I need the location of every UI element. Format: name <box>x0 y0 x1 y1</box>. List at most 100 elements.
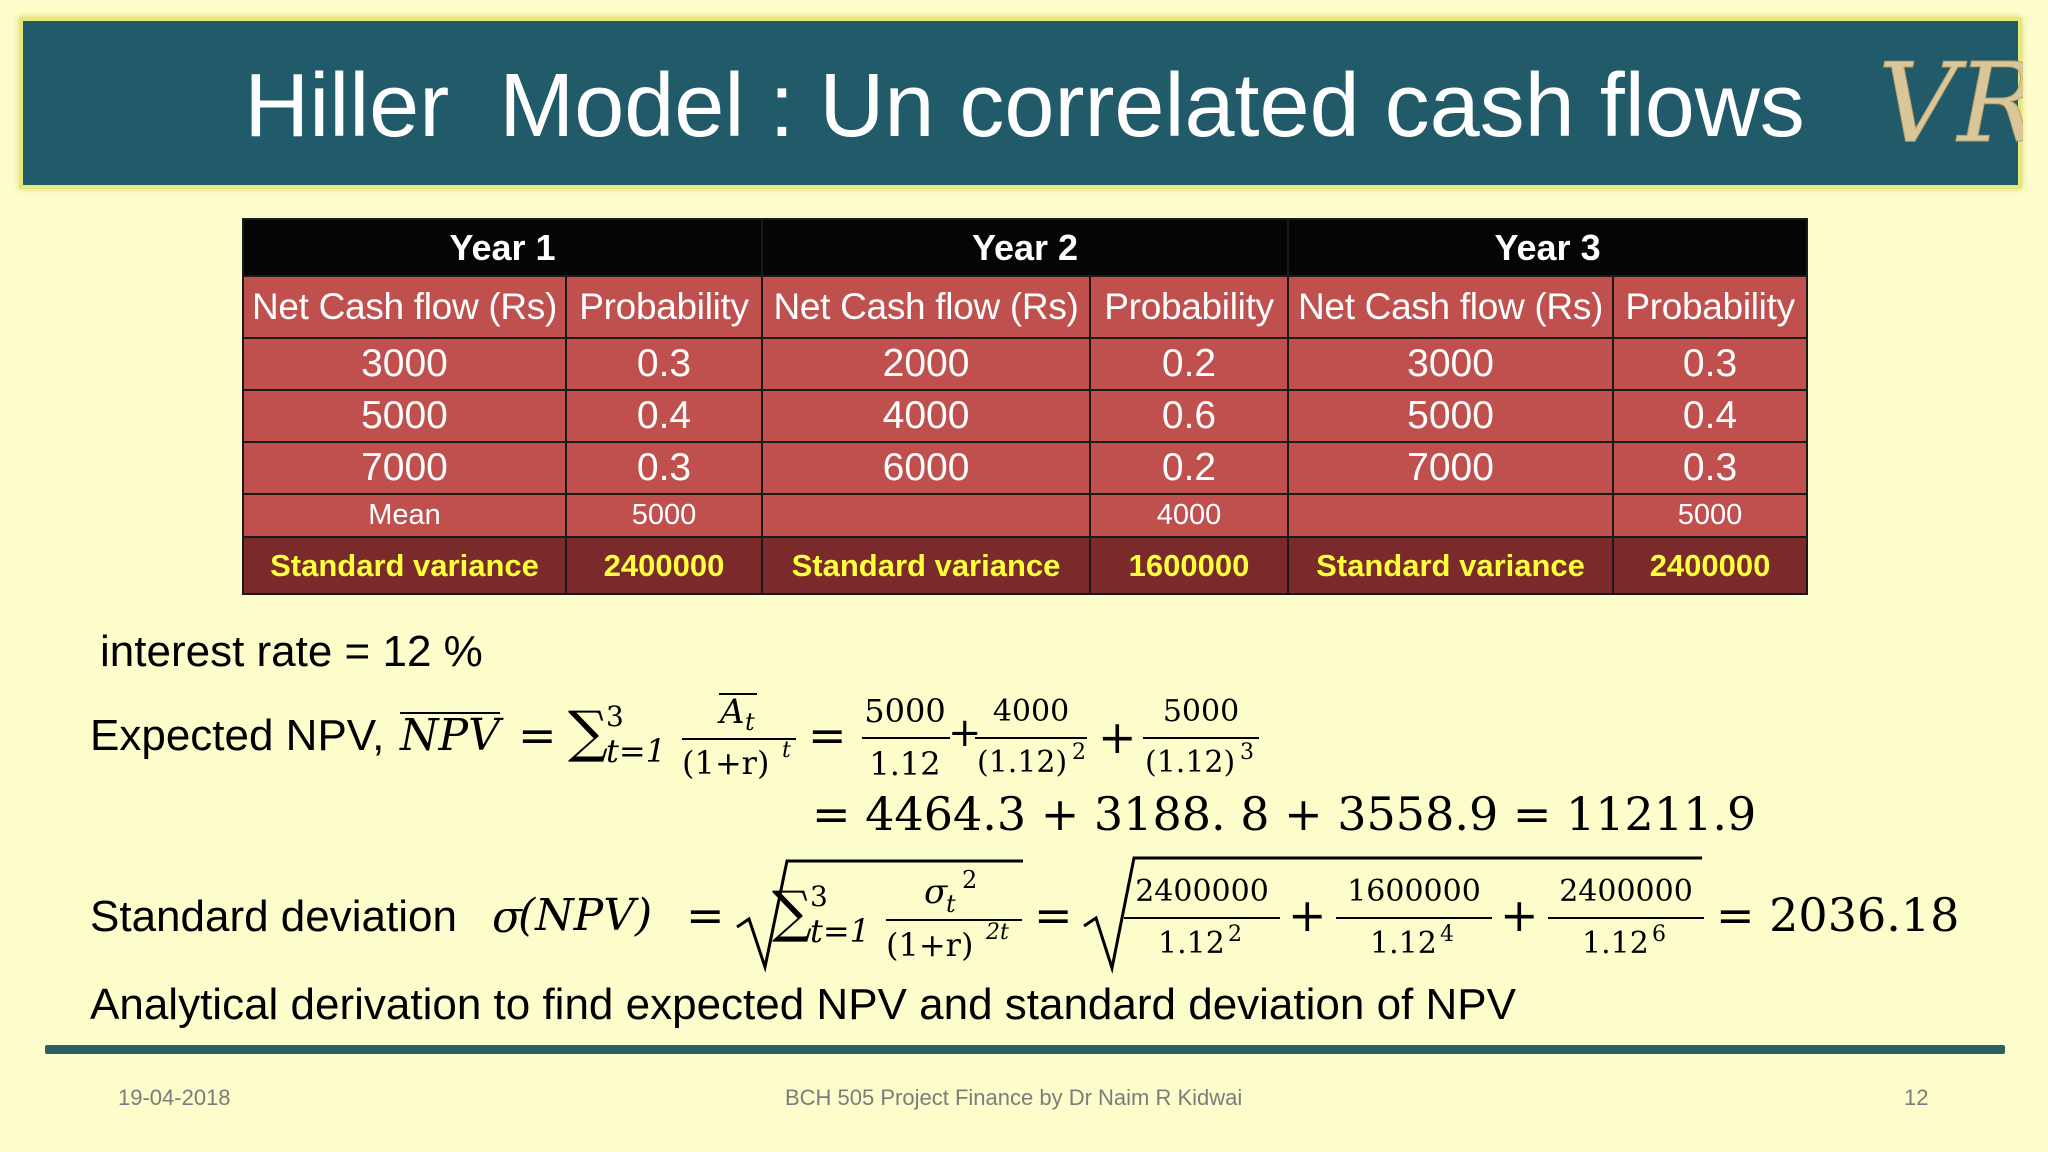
fraction-numerator: 4000 <box>992 694 1070 729</box>
equals-sign: = <box>1034 888 1073 942</box>
plus-sign: + <box>1500 888 1539 942</box>
exponent: 3 <box>1240 740 1254 765</box>
table-cell: 0.3 <box>1612 441 1809 495</box>
table-cell: Standard variance <box>242 536 567 595</box>
table-cell: 0.2 <box>1089 441 1290 495</box>
overline <box>400 712 500 714</box>
table-cell: 0.6 <box>1089 389 1290 443</box>
fraction-numerator: 5000 <box>864 692 946 730</box>
table-cell: 0.2 <box>1089 337 1290 391</box>
sd-result: = 2036.18 <box>1716 888 1960 942</box>
table-cell: 3000 <box>242 337 567 391</box>
fraction-bar <box>1124 917 1280 919</box>
equals-sign: = <box>518 708 557 762</box>
overline <box>719 693 757 695</box>
fraction-numerator: 2400000 <box>1559 874 1693 909</box>
exponent: 2 <box>1228 922 1242 947</box>
sum-lower: t=1 <box>606 732 667 770</box>
table-row: 3000 0.3 2000 0.2 3000 0.3 <box>242 337 1809 391</box>
table-cell: 5000 <box>1612 493 1809 538</box>
expected-npv-label: Expected NPV, <box>90 711 385 760</box>
table-cell: 5000 <box>242 389 567 443</box>
col-header: Probability <box>1089 275 1290 339</box>
sigma-subscript: t <box>946 890 956 918</box>
analytical-text: Analytical derivation to find expected N… <box>90 980 1516 1029</box>
col-header: Net Cash flow (Rs) <box>761 275 1092 339</box>
table-cell: 5000 <box>564 493 764 538</box>
fraction-numerator: 2400000 <box>1135 874 1269 909</box>
fraction-denominator: 1.12 <box>1370 926 1437 961</box>
table-cell: 5000 <box>1287 389 1615 443</box>
fraction-denominator: (1.12) <box>977 745 1068 780</box>
exponent: 6 <box>1652 922 1666 947</box>
year-2-header: Year 2 <box>761 218 1290 277</box>
vr-logo-icon: VR <box>1878 39 2024 168</box>
table-cell <box>1287 493 1615 538</box>
col-header: Net Cash flow (Rs) <box>242 275 567 339</box>
table-cell: 0.3 <box>564 441 764 495</box>
fraction-bar <box>886 919 1022 921</box>
bottom-divider <box>45 1045 2005 1054</box>
year-3-header: Year 3 <box>1287 218 1809 277</box>
sigma-t: σ <box>924 872 948 912</box>
footer-course: BCH 505 Project Finance by Dr Naim R Kid… <box>785 1085 1243 1110</box>
table-row: 5000 0.4 4000 0.6 5000 0.4 <box>242 389 1809 443</box>
table-cell: 0.3 <box>1612 337 1809 391</box>
interest-rate-text: interest rate = 12 % <box>100 627 483 676</box>
year-header-row: Year 1 Year 2 Year 3 <box>241 218 1809 277</box>
slide-title: Hiller Model : Un correlated cash flows <box>244 56 1805 156</box>
sd-label: Standard deviation <box>90 892 457 941</box>
sum-upper: 3 <box>606 700 624 733</box>
footer-date: 19-04-2018 <box>118 1085 231 1110</box>
table-cell: 4000 <box>1089 493 1290 538</box>
table-cell: 3000 <box>1287 337 1615 391</box>
npv-result: = 4464.3 + 3188. 8 + 3558.9 = 11211.9 <box>812 787 1757 841</box>
fraction-bar <box>1336 917 1492 919</box>
sigma-symbol: σ <box>492 892 523 943</box>
sum-lower: t=1 <box>810 912 871 950</box>
fraction-numerator: 5000 <box>1162 694 1240 729</box>
table-cell: 2400000 <box>564 536 764 595</box>
year-1-header: Year 1 <box>241 218 764 277</box>
equals-sign: = <box>686 888 725 942</box>
plus-sign: + <box>1098 710 1137 764</box>
sd-npv: (NPV) <box>518 890 653 941</box>
title-bar: Hiller Model : Un correlated cash flows … <box>19 17 2024 189</box>
sd-den-exponent: 2t <box>986 920 1009 945</box>
table-cell: 0.4 <box>1612 389 1809 443</box>
table-row: 7000 0.3 6000 0.2 7000 0.3 <box>242 441 1809 495</box>
plus-sign: + <box>948 710 982 756</box>
exponent: 2 <box>1072 740 1086 765</box>
fraction-bar <box>975 737 1087 739</box>
table-cell: 6000 <box>761 441 1092 495</box>
mean-row: Mean 5000 4000 5000 <box>242 493 1809 538</box>
table-cell: Standard variance <box>1287 536 1615 595</box>
at-symbol: A <box>720 692 745 732</box>
fraction-bar <box>862 737 950 739</box>
at-den-exponent: t <box>782 738 791 763</box>
fraction-denominator: 1.12 <box>1582 926 1649 961</box>
table-cell: 0.3 <box>564 337 764 391</box>
sigma-exponent: 2 <box>962 866 978 894</box>
col-header: Probability <box>1612 275 1809 339</box>
fraction-numerator: 1600000 <box>1347 874 1481 909</box>
npv-symbol: NPV <box>400 710 500 761</box>
plus-sign: + <box>1288 888 1327 942</box>
table-cell: Standard variance <box>761 536 1092 595</box>
table-cell: Mean <box>242 493 567 538</box>
table-cell: 4000 <box>761 389 1092 443</box>
at-denominator: (1+r) <box>682 744 770 782</box>
sqrt-icon <box>736 859 1023 973</box>
table-cell: 7000 <box>1287 441 1615 495</box>
table-cell: 0.4 <box>564 389 764 443</box>
fraction-bar <box>1548 917 1704 919</box>
table-cell: 2000 <box>761 337 1092 391</box>
at-subscript: t <box>745 708 755 736</box>
fraction-bar <box>1143 737 1259 739</box>
sum-upper: 3 <box>810 880 828 913</box>
col-header: Net Cash flow (Rs) <box>1287 275 1615 339</box>
exponent: 4 <box>1440 922 1454 947</box>
table-cell: 7000 <box>242 441 567 495</box>
col-header: Probability <box>564 275 764 339</box>
equals-sign: = <box>808 708 847 762</box>
